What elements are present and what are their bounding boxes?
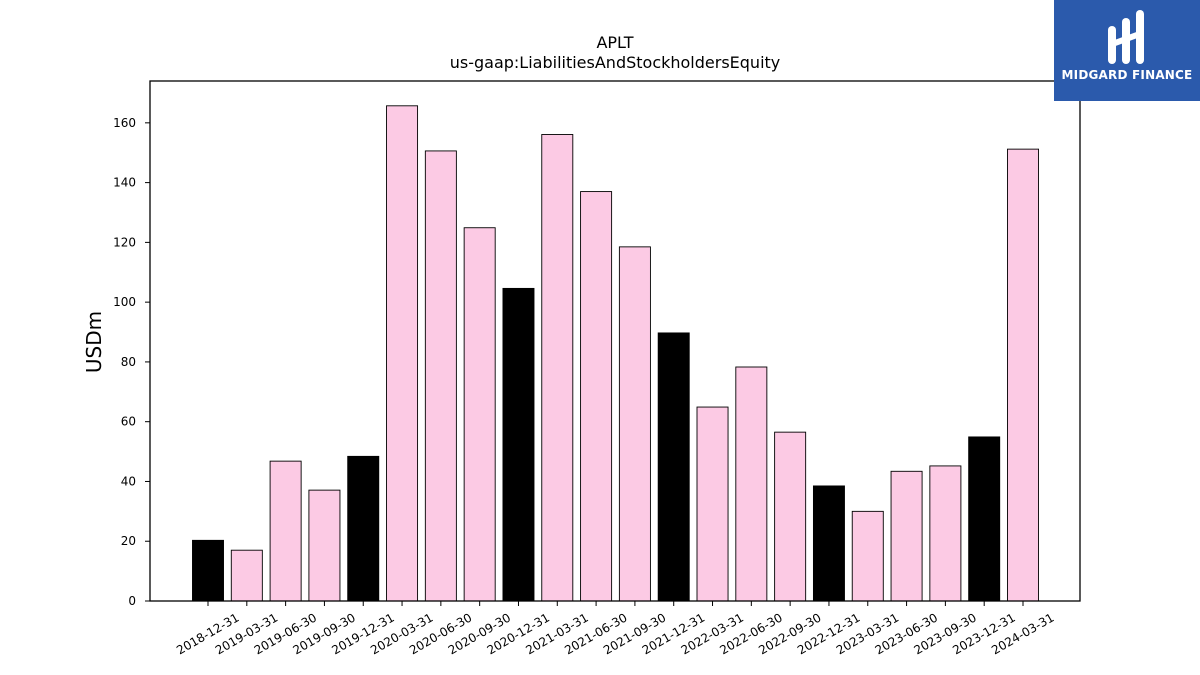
bar-2019-03-31 — [230, 549, 263, 602]
y-axis-label: USDm — [82, 311, 106, 373]
y-tick-label: 80 — [121, 355, 136, 369]
chart-subtitle: us-gaap:LiabilitiesAndStockholdersEquity — [450, 53, 781, 72]
bar-2022-03-31 — [696, 406, 729, 602]
bar-2020-06-30 — [424, 150, 457, 602]
bar-2024-03-31 — [1007, 148, 1039, 602]
logo-text: MIDGARD FINANCE — [1061, 68, 1193, 82]
y-tick-label: 40 — [121, 474, 136, 488]
y-axis: 0 20 40 60 80 100 120 140 160 — [113, 116, 150, 608]
bar-2019-12-31 — [347, 455, 380, 602]
bar-2021-03-31 — [541, 134, 574, 602]
bar-2019-06-30 — [269, 460, 302, 602]
bar-2023-03-31 — [851, 510, 884, 602]
plot-frame — [149, 80, 1081, 602]
y-tick-label: 160 — [113, 116, 136, 130]
y-tick-label: 60 — [121, 415, 136, 429]
y-tick-label: 20 — [121, 534, 136, 548]
bar-2023-09-30 — [929, 465, 962, 602]
midgard-logo-icon — [1108, 10, 1144, 64]
bar-2021-09-30 — [618, 246, 651, 602]
bar-2023-12-31 — [968, 436, 1001, 602]
bar-2020-03-31 — [386, 105, 419, 602]
y-tick-label: 140 — [113, 176, 136, 190]
y-tick-label: 0 — [128, 594, 136, 608]
midgard-finance-logo: MIDGARD FINANCE — [1054, 0, 1200, 101]
bars-group — [192, 105, 1039, 602]
bar-2022-06-30 — [735, 366, 768, 602]
bar-2020-09-30 — [463, 227, 496, 602]
bar-2021-12-31 — [657, 332, 690, 602]
bar-2022-09-30 — [774, 431, 807, 602]
y-tick-label: 120 — [113, 235, 136, 249]
bar-2019-09-30 — [308, 489, 341, 602]
y-tick-label: 100 — [113, 295, 136, 309]
bar-2018-12-31 — [192, 539, 224, 602]
bar-2023-06-30 — [890, 470, 923, 602]
chart-title: APLT — [596, 33, 633, 52]
bar-2022-12-31 — [812, 485, 845, 602]
x-axis: 2018-12-312019-03-312019-06-302019-09-30… — [174, 601, 1057, 657]
bar-2021-06-30 — [580, 191, 613, 602]
bar-2020-12-31 — [502, 287, 535, 602]
